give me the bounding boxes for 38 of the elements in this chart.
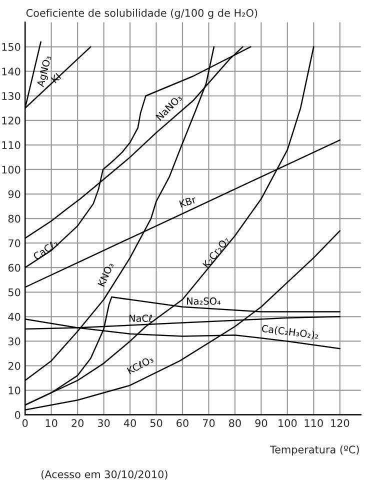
x-tick-label: 110 [304, 419, 323, 428]
text: KNO₃ [98, 262, 114, 287]
x-tick-label: 10 [46, 419, 58, 428]
y-tick-label: 40 [8, 312, 20, 321]
y-tick-label: 110 [2, 141, 20, 150]
y-tick-label: 60 [8, 264, 20, 272]
y-tick-label: 140 [2, 68, 20, 76]
x-tick-label: 20 [72, 419, 84, 428]
y-tick-label: 150 [2, 43, 20, 51]
x-tick-label: 100 [278, 419, 297, 428]
x-tick-label: 120 [331, 419, 350, 428]
y-tick-label: 90 [8, 190, 20, 198]
y-tick-label: 10 [8, 386, 20, 394]
series-label: NaCℓ [129, 314, 152, 322]
text: KCℓO₃ [126, 355, 154, 374]
y-tick-label: 0 [14, 411, 20, 419]
y-tick-label: 50 [8, 288, 20, 296]
x-tick-label: 80 [229, 419, 241, 428]
y-tick-label: 20 [8, 362, 20, 370]
text: Ca(C₂H₃O₂)₂ [261, 324, 319, 340]
x-tick-label: 60 [176, 419, 188, 428]
x-tick-label: 70 [202, 419, 215, 428]
y-tick-label: 30 [8, 337, 20, 346]
y-axis-title: Coeficiente de solubilidade (g/100 g de H₂O) [26, 8, 258, 19]
x-axis-title: Temperatura (ºC) [270, 445, 359, 456]
x-tick-label: 30 [98, 419, 110, 428]
x-tick-label: 0 [22, 419, 28, 428]
x-tick-label: 40 [124, 419, 136, 428]
y-tick-label: 70 [8, 239, 20, 248]
x-tick-label: 90 [255, 419, 268, 428]
y-tick-label: 80 [8, 214, 20, 223]
text: KBr [179, 196, 197, 208]
y-tick-label: 120 [2, 116, 20, 125]
y-tick-label: 100 [2, 166, 20, 174]
y-tick-label: 130 [2, 92, 20, 100]
series-label: Na₂SO₄ [187, 297, 221, 305]
x-tick-label: 50 [150, 419, 162, 428]
text: (Acesso em 30/10/2010) [41, 470, 168, 480]
